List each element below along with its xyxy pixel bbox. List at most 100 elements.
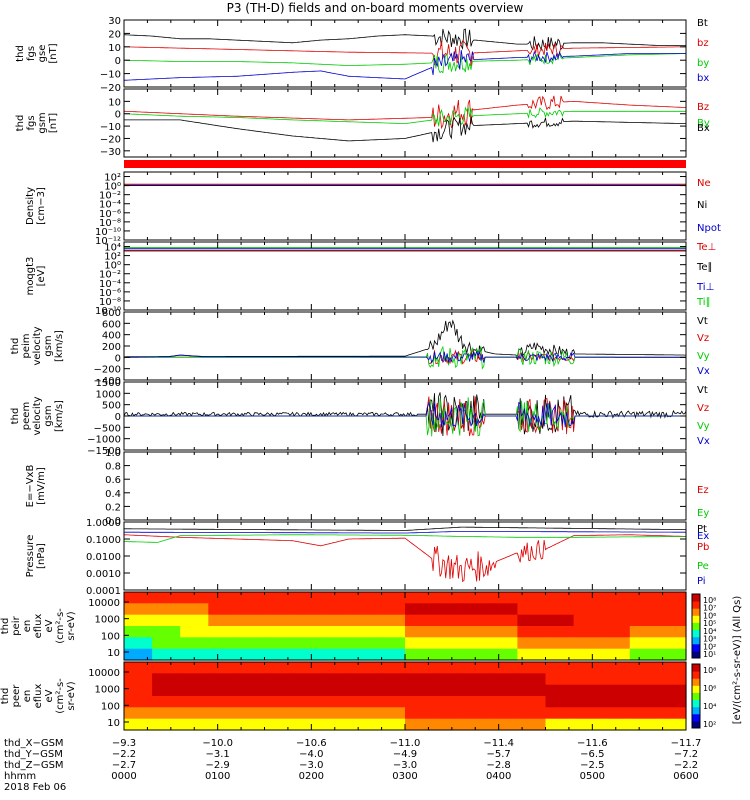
y-axis-label: moqgt3 <box>25 257 36 296</box>
heatmap-cell <box>180 626 209 638</box>
heatmap-cell <box>208 707 237 720</box>
heatmap-cell <box>601 696 631 708</box>
heatmap-cell <box>601 592 631 604</box>
y-tick-label: 10 <box>107 718 120 729</box>
heatmap-cell <box>433 718 462 731</box>
colorbar-cell <box>692 720 700 729</box>
y-tick-label: 10⁻⁴ <box>99 279 121 290</box>
y-tick-label: 0.8 <box>105 462 121 473</box>
y-tick-label: −1000 <box>87 435 121 446</box>
heatmap-cell <box>545 696 575 708</box>
legend-pe: Pe <box>697 561 709 572</box>
y-tick-label: −20 <box>100 134 121 145</box>
y-tick-label: 600 <box>102 319 121 330</box>
series-line-bx <box>124 116 686 143</box>
legend-te∥: Te∥ <box>696 262 713 273</box>
heatmap-cell <box>489 648 518 661</box>
heatmap-cell <box>657 592 687 604</box>
heatmap-cell <box>348 684 378 697</box>
legend-by: By <box>697 118 710 129</box>
y-tick-label: 500 <box>102 401 121 412</box>
series-line-by <box>123 106 686 127</box>
heatmap-cell <box>517 673 547 686</box>
y-tick-label: 0.2 <box>105 502 121 513</box>
y-axis-label: gsm <box>43 405 54 426</box>
heatmap-cell <box>517 707 547 720</box>
y-axis-label: [nT] <box>48 113 59 133</box>
x-tick-label-t: 0100 <box>205 771 230 782</box>
heatmap-cell <box>545 718 575 731</box>
heatmap-cell <box>657 662 687 674</box>
heatmap-cell <box>629 696 659 708</box>
y-axis-label: gsm <box>43 335 54 356</box>
colorbar-cell <box>692 685 700 693</box>
heatmap-cell <box>236 592 266 604</box>
colorbar-cell <box>692 650 700 659</box>
y-axis-label: [cm−3] <box>36 187 47 225</box>
heatmap-cell <box>657 673 687 686</box>
heatmap-cell <box>517 626 547 638</box>
y-tick-label: 10⁻⁶ <box>99 288 121 299</box>
y-tick-label: 10⁻² <box>99 270 121 281</box>
heatmap-cell <box>517 648 547 661</box>
heatmap-cell <box>629 637 659 650</box>
heatmap-cell <box>292 614 322 627</box>
heatmap-cell <box>545 592 575 604</box>
x-tick-label-z: −2.9 <box>206 760 230 771</box>
y-tick-label: −30 <box>100 147 121 158</box>
y-axis-label: (cm²-s- <box>55 608 66 644</box>
colorbar-tick-label: 10⁷ <box>703 604 716 613</box>
y-tick-label: 10⁻¹⁰ <box>95 227 121 238</box>
x-tick-label-y: −7.2 <box>674 749 698 760</box>
heatmap-cell <box>180 614 209 627</box>
legend-ex: Ex <box>697 531 709 542</box>
legend-ti⊥: Ti⊥ <box>696 282 714 293</box>
heatmap-cell <box>376 592 406 604</box>
legend-vy: Vy <box>697 351 710 362</box>
heatmap-cell <box>124 603 153 616</box>
heatmap-cell <box>601 673 631 686</box>
y-tick-label: 1000 <box>96 389 121 400</box>
y-tick-label: 10⁻¹⁰ <box>95 306 121 317</box>
heatmap-cell <box>629 626 659 638</box>
colorbar-tick-label: 10² <box>703 720 716 729</box>
heatmap-cell <box>264 603 294 616</box>
heatmap-cell <box>320 684 350 697</box>
heatmap-cell <box>152 684 181 697</box>
y-tick-label: 1500 <box>96 378 121 389</box>
heatmap-cell <box>320 696 350 708</box>
y-tick-label: −500 <box>94 423 121 434</box>
heatmap-cell <box>461 707 490 720</box>
heatmap-cell <box>573 603 603 616</box>
heatmap-cell <box>348 673 378 686</box>
colorbar-tick-label: 10¹ <box>703 650 716 659</box>
y-axis-label: Pressure <box>25 535 36 578</box>
colorbar-cell <box>692 678 700 686</box>
heatmap-cell <box>629 648 659 661</box>
legend-vt: Vt <box>697 385 708 396</box>
heatmap-cell <box>236 662 266 674</box>
heatmap-cell <box>573 626 603 638</box>
heatmap-cell <box>405 662 434 674</box>
heatmap-cell <box>461 603 490 616</box>
x-tick-label-t: 0500 <box>580 771 605 782</box>
heatmap-cell <box>264 684 294 697</box>
colorbar-tick-label: 10⁴ <box>703 627 716 636</box>
y-axis-label: en <box>22 690 33 703</box>
heatmap-cell <box>180 648 209 661</box>
series-line-pe <box>123 534 686 543</box>
heatmap-cell <box>489 718 518 731</box>
y-tick-label: 10⁰ <box>104 182 121 193</box>
heatmap-cell <box>292 592 322 604</box>
heatmap-cell <box>236 626 266 638</box>
heatmap-cell <box>657 603 687 616</box>
heatmap-cell <box>348 603 378 616</box>
y-tick-label: −200 <box>94 365 121 376</box>
legend-bx: Bx <box>697 123 710 134</box>
colorbar-tick-label: 10⁸ <box>703 596 716 605</box>
heatmap-cell <box>433 626 462 638</box>
y-tick-label: 10⁻² <box>99 191 121 202</box>
heatmap-cell <box>405 707 434 720</box>
colorbar-label: [eV/(cm²-s-sr-eV)] (All Qs) <box>732 596 743 725</box>
legend-te⊥: Te⊥ <box>696 242 716 253</box>
